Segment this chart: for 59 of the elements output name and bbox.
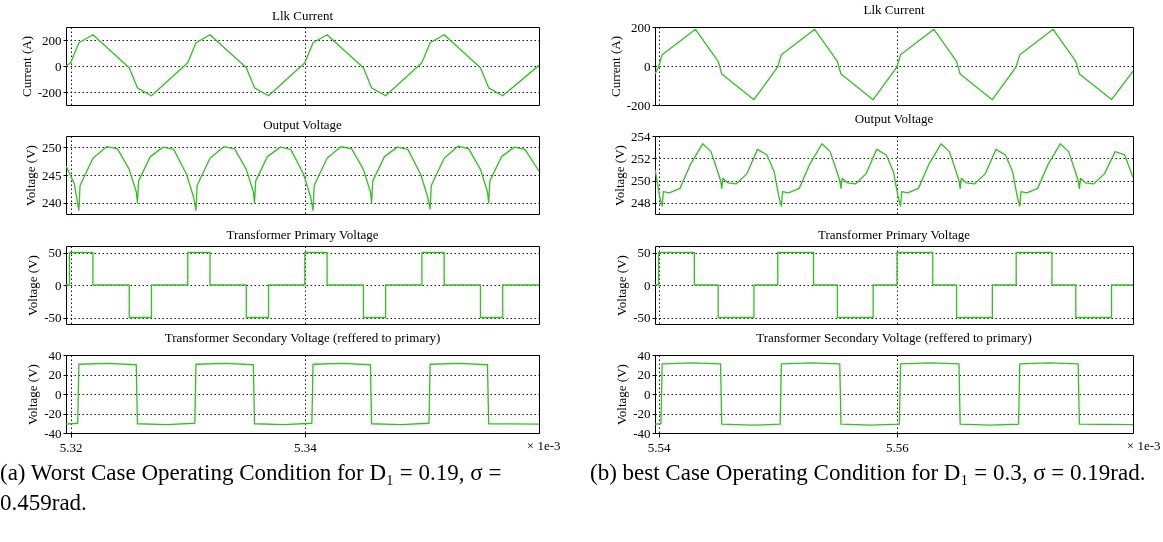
y-tick-label: 0 <box>644 277 651 293</box>
line-series <box>655 362 1133 426</box>
y-tick-label: -40 <box>633 425 651 441</box>
y-tick-label: -50 <box>633 310 651 325</box>
line-series <box>66 145 539 211</box>
y-tick-label: 0 <box>55 277 62 293</box>
chart-title: Transformer Primary Voltage <box>817 227 971 242</box>
y-tick-label: 40 <box>48 347 62 363</box>
x-tick-label: 5.32 <box>59 439 83 455</box>
y-tick-label: 0 <box>644 386 651 402</box>
x-tick-label: 5.34 <box>293 439 318 455</box>
y-axis-title: Voltage (V) <box>23 145 38 206</box>
y-axis-title: Voltage (V) <box>25 255 41 316</box>
chart-title: Llk Current <box>271 8 334 23</box>
y-tick-label: 0 <box>644 58 651 74</box>
line-series <box>66 34 539 97</box>
x-axis-title: × 1e-3 <box>526 437 561 453</box>
x-tick-label: 5.56 <box>886 439 910 455</box>
line-series <box>66 362 539 426</box>
y-tick-label: 252 <box>631 150 651 166</box>
text: (b) best Case Operating Condition for D₁ = 0.3, σ = 0.19rad. <box>590 459 1147 487</box>
y-axis-title: Voltage (V) <box>25 364 41 425</box>
y-tick-label: -40 <box>44 425 62 441</box>
y-tick-label: 20 <box>48 367 62 382</box>
y-tick-label: 40 <box>637 347 651 363</box>
y-tick-label: 0 <box>55 386 62 402</box>
y-axis-title: Voltage (V) <box>614 255 630 316</box>
y-axis-title: Current (A) <box>607 35 623 98</box>
y-tick-label: 50 <box>637 245 651 260</box>
y-tick-label: 245 <box>42 167 62 183</box>
y-axis-title: Voltage (V) <box>614 364 630 425</box>
line-series <box>655 143 1133 207</box>
y-tick-label: 250 <box>631 173 651 189</box>
y-tick-label: 254 <box>631 128 651 144</box>
y-tick-label: 200 <box>631 19 651 35</box>
x-tick-label: 5.54 <box>647 439 671 455</box>
y-tick-label: -50 <box>44 310 62 325</box>
y-axis-title: Voltage (V) <box>612 145 627 206</box>
y-tick-label: 20 <box>637 367 651 382</box>
chart-title: Transformer Secondary Voltage (reffered to primary) <box>756 330 1032 345</box>
y-tick-label: -20 <box>44 406 62 421</box>
chart-title: Llk Current <box>863 2 925 17</box>
y-tick-label: -200 <box>37 84 62 100</box>
y-tick-label: -20 <box>633 406 651 421</box>
y-tick-label: 200 <box>42 32 62 48</box>
y-tick-label: 0 <box>55 58 62 74</box>
y-tick-label: 50 <box>48 245 62 260</box>
chart-title: Transformer Secondary Voltage (reffered to primary) <box>164 330 441 345</box>
y-axis-title: Current (A) <box>18 35 34 98</box>
y-tick-label: -200 <box>626 97 651 113</box>
chart-title: Output Voltage <box>854 111 934 126</box>
chart-title: Transformer Primary Voltage <box>226 227 379 242</box>
x-axis-title: × 1e-3 <box>1126 437 1161 453</box>
chart-title: Output Voltage <box>263 117 343 132</box>
text: (a) Worst Case Operating Condition for D₁ = 0.19, σ = 0.459rad. <box>0 459 503 517</box>
line-series <box>655 28 1133 101</box>
y-tick-label: 250 <box>42 139 62 155</box>
y-tick-label: 240 <box>42 195 62 211</box>
y-tick-label: 248 <box>631 195 651 211</box>
